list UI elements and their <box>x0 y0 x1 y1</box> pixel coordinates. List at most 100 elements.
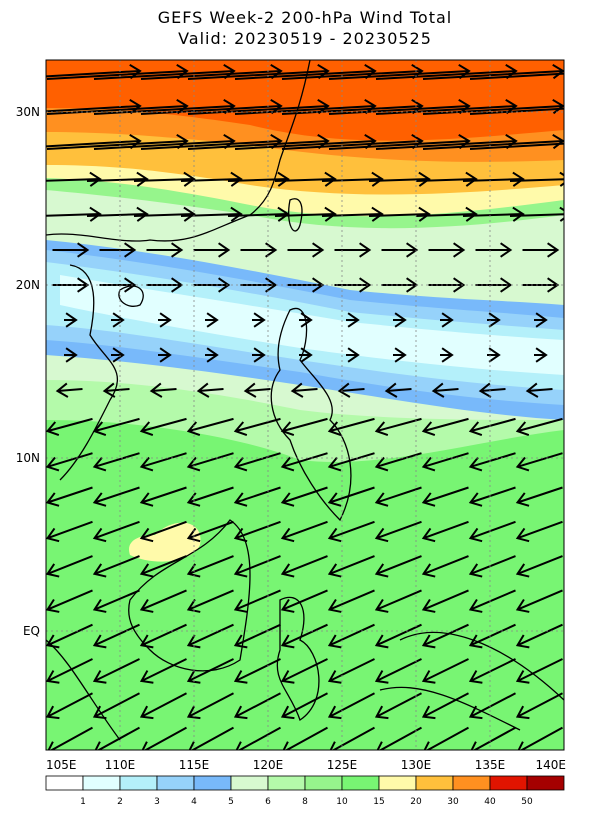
wind-arrow <box>327 520 375 543</box>
wind-arrow <box>280 555 328 578</box>
wind-arrow <box>534 312 548 328</box>
wind-arrow <box>139 623 187 649</box>
wind-arrow <box>478 382 506 398</box>
wind-arrow <box>141 726 187 750</box>
wind-arrow <box>280 658 328 684</box>
grid <box>46 60 564 750</box>
colorbar-box <box>489 775 528 791</box>
wind-arrow <box>374 658 422 684</box>
colorbar-box <box>341 775 380 791</box>
wind-arrow <box>376 726 422 750</box>
wind-arrow <box>421 623 469 649</box>
wind-arrow <box>92 417 140 436</box>
colorbar-label: 10 <box>336 797 348 807</box>
wind-arrow <box>46 623 93 649</box>
wind-arrow <box>111 312 125 328</box>
coastline <box>46 639 121 741</box>
colorbar-label: 15 <box>373 797 384 807</box>
wind-arrow <box>374 589 422 613</box>
colorbar-box <box>156 775 195 791</box>
wind-arrow <box>186 555 234 578</box>
wind-arrow <box>280 623 328 649</box>
wind-arrow <box>280 452 328 472</box>
wind-arrow <box>374 417 422 436</box>
wind-arrow <box>327 452 375 472</box>
wind-arrow <box>282 726 328 750</box>
lat-label: EQ <box>23 624 40 638</box>
wind-arrow <box>47 726 93 750</box>
colorbar-label: 40 <box>484 797 496 807</box>
wind-arrow <box>146 242 184 258</box>
wind-arrow <box>64 347 78 363</box>
wind-arrow <box>186 658 234 684</box>
wind-arrow <box>46 555 93 578</box>
wind-arrow <box>287 242 325 258</box>
wind-arrow <box>475 242 513 258</box>
colorbar-label: 3 <box>154 797 160 807</box>
colorbar-label: 20 <box>410 797 422 807</box>
wind-arrow <box>468 452 516 472</box>
wind-arrow <box>92 658 140 684</box>
wind-arrow <box>133 206 196 222</box>
wind-arrow <box>280 692 328 720</box>
title: GEFS Week-2 200-hPa Wind Total <box>158 8 452 27</box>
subtitle: Valid: 20230519 - 20230525 <box>178 29 432 48</box>
wind-arrow <box>515 555 563 578</box>
wind-arrow <box>186 520 234 543</box>
wind-arrow <box>233 417 281 436</box>
wind-arrow <box>487 312 501 328</box>
wind-arrow <box>280 417 328 436</box>
wind-arrow <box>327 555 375 578</box>
wind-arrow <box>99 242 137 258</box>
wind-arrow <box>393 312 407 328</box>
wind-arrow <box>334 242 372 258</box>
shade <box>46 60 564 141</box>
wind-arrow <box>280 520 328 543</box>
wind-arrow <box>46 692 93 720</box>
wind-arrow <box>468 589 516 613</box>
wind-arrow <box>374 623 422 649</box>
lon-label: 130E <box>401 758 432 772</box>
colorbar-label: 1 <box>80 797 86 807</box>
wind-arrow <box>470 726 516 750</box>
wind-arrow <box>515 520 563 543</box>
wind-arrow <box>139 555 187 578</box>
wind-arrow <box>374 555 422 578</box>
wind-arrow <box>196 382 224 398</box>
colorbar-box <box>267 775 306 791</box>
wind-arrow <box>421 452 469 472</box>
wind-arrow <box>299 312 313 328</box>
wind-arrow <box>233 555 281 578</box>
wind-arrow <box>431 382 459 398</box>
colorbar-box <box>452 775 491 791</box>
colorbar-box <box>304 775 343 791</box>
wind-arrow <box>469 72 564 80</box>
shade <box>60 275 564 375</box>
wind-arrow <box>421 555 469 578</box>
wind-arrow <box>534 347 548 363</box>
wind-arrow <box>274 171 337 187</box>
colorbar-box <box>378 775 417 791</box>
wind-arrow <box>525 382 553 398</box>
wind-arrow <box>374 452 422 472</box>
wind-arrow <box>469 142 564 150</box>
wind-arrow <box>180 206 243 222</box>
wind-arrow <box>46 520 93 543</box>
wind-arrow <box>299 347 313 363</box>
wind-arrow <box>233 692 281 720</box>
wind-arrow <box>139 486 187 507</box>
shade <box>129 522 201 562</box>
wind-arrow <box>327 692 375 720</box>
plot-frame <box>45 59 565 751</box>
lon-label: 140E <box>536 758 567 772</box>
wind-arrow <box>227 171 290 187</box>
wind-arrow <box>329 726 375 750</box>
lon-label: 110E <box>105 758 136 772</box>
wind-arrow <box>193 242 231 258</box>
wind-arrow <box>64 312 78 328</box>
wind-arrow <box>321 171 384 187</box>
wind-arrow <box>515 486 563 507</box>
colorbar-label: 5 <box>228 797 234 807</box>
wind-arrow <box>186 452 234 472</box>
